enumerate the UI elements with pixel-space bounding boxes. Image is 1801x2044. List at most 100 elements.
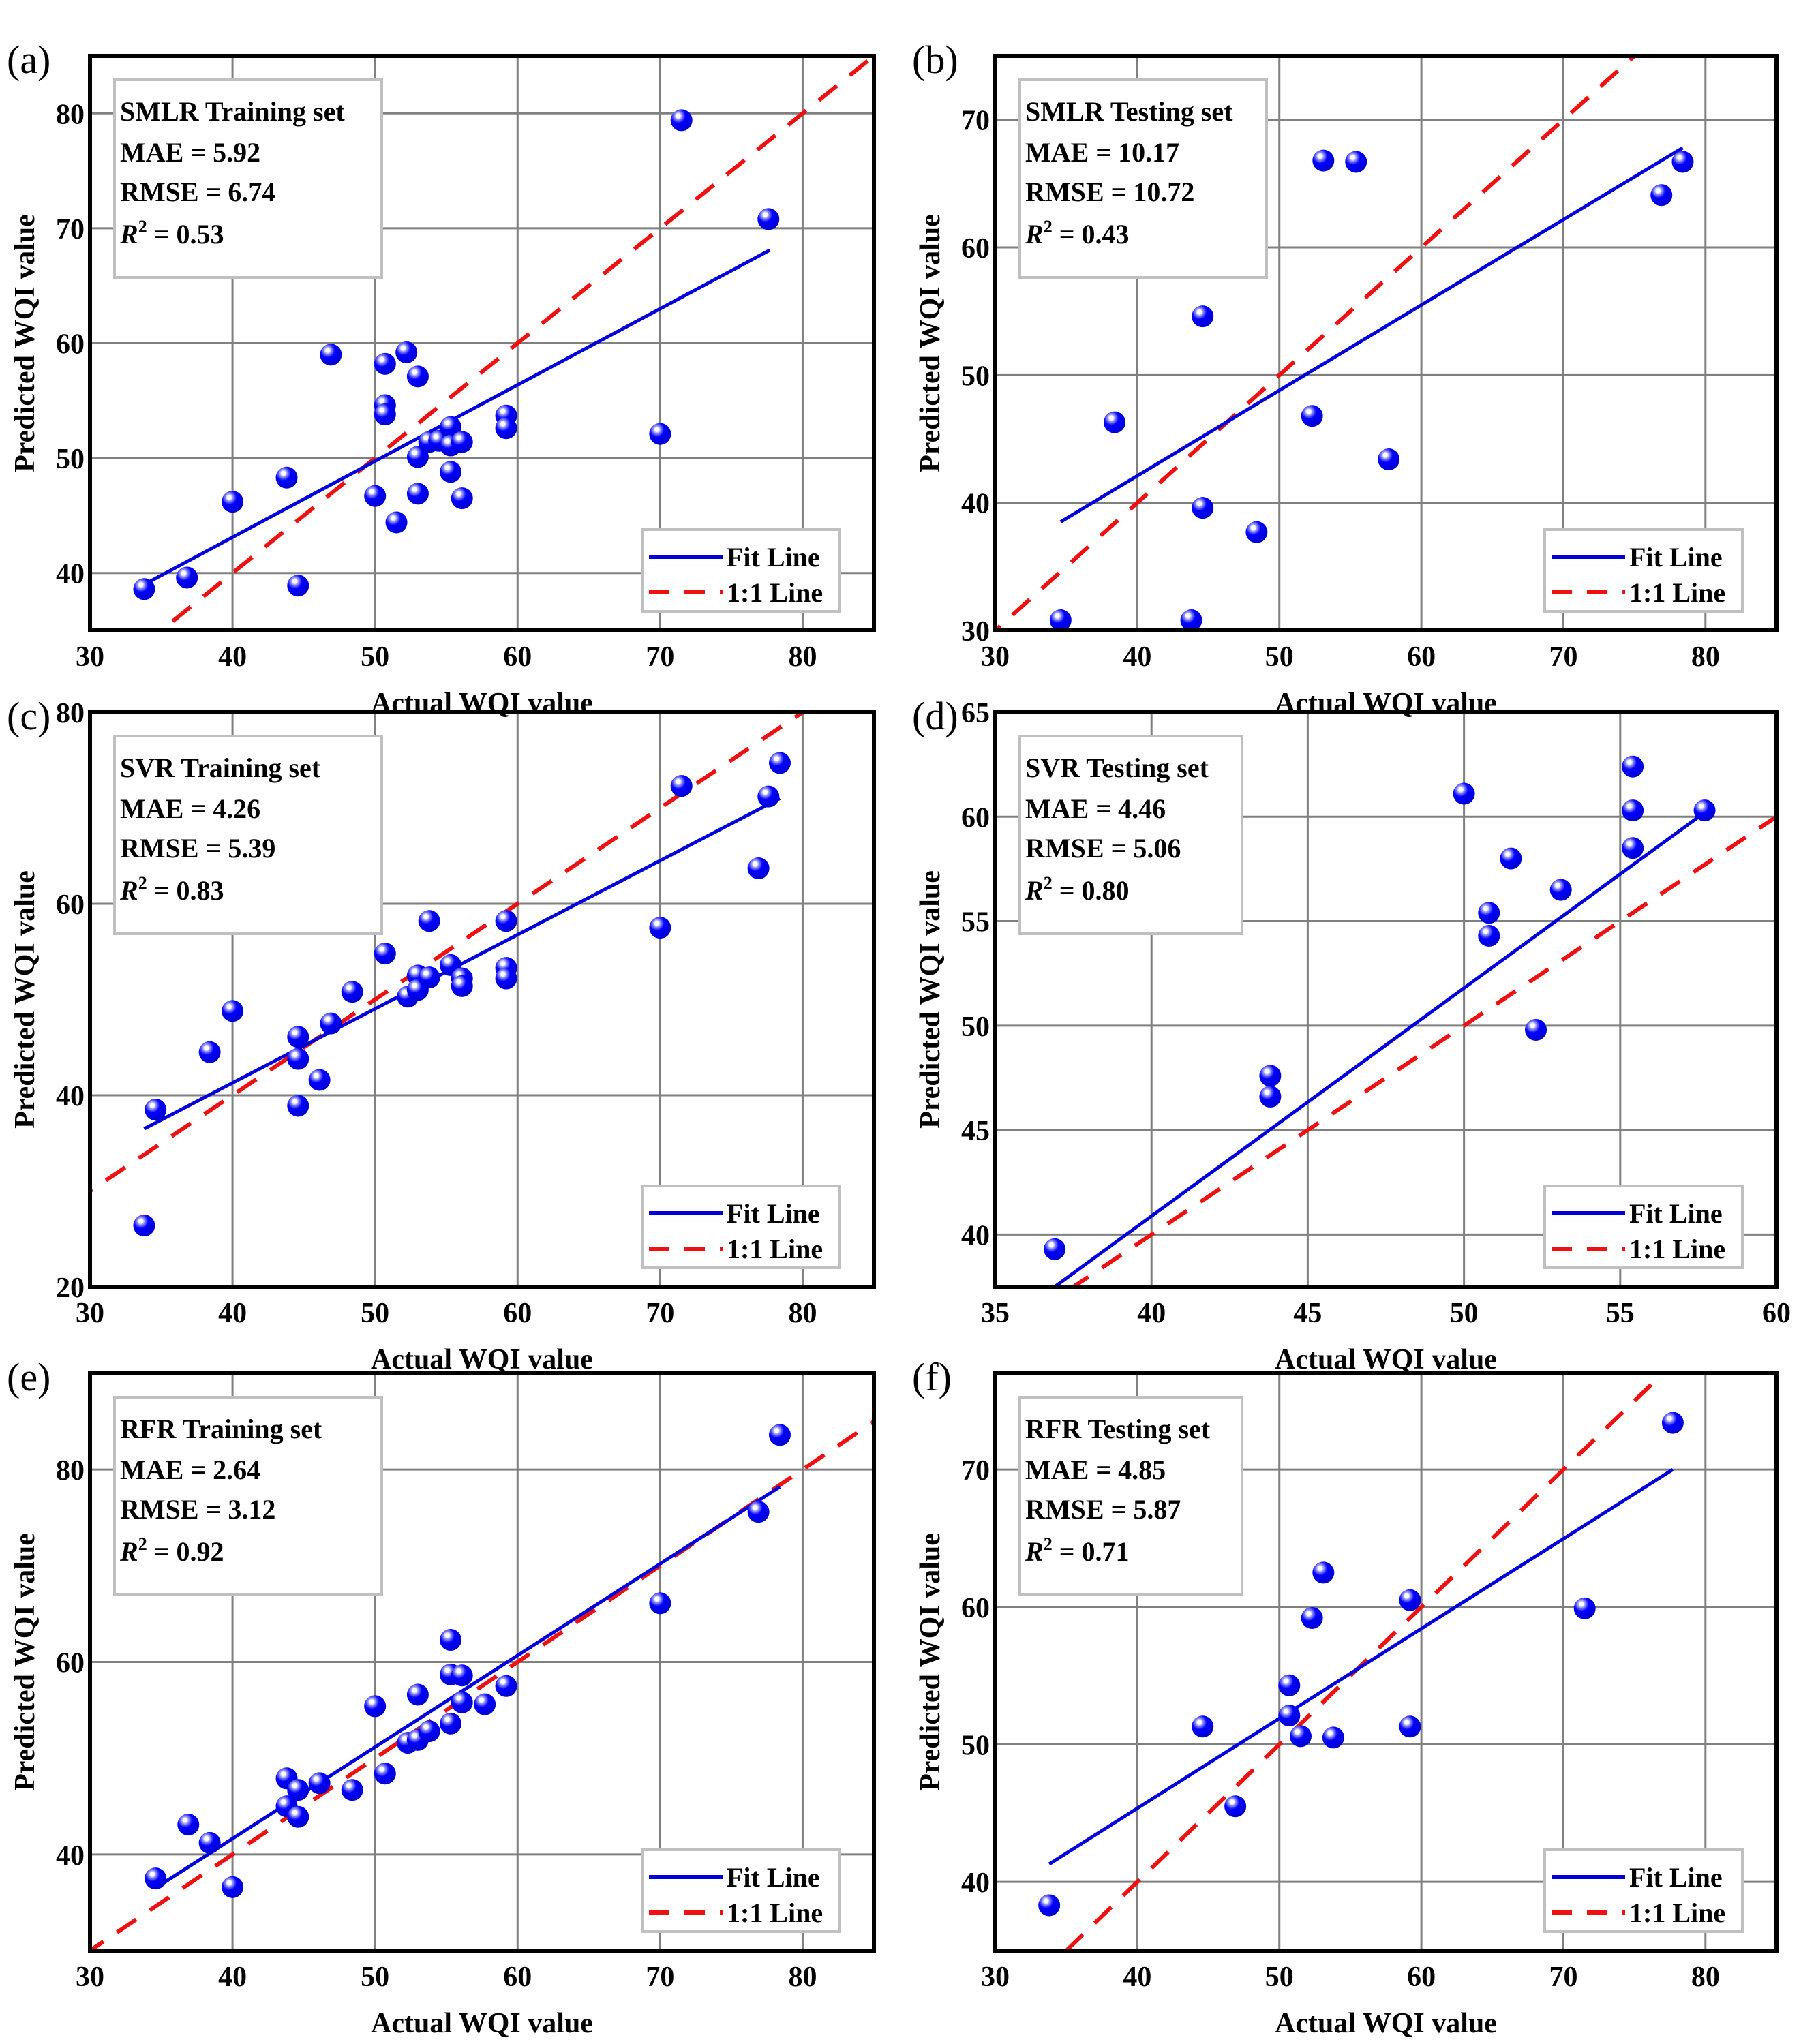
x-tick-label: 50: [1450, 1298, 1479, 1329]
stats-box: [1018, 735, 1243, 935]
x-tick-label: 80: [1691, 1962, 1720, 1993]
x-tick-label: 70: [646, 1962, 674, 1993]
data-point: [1289, 1725, 1312, 1748]
data-point: [495, 1675, 517, 1697]
stats-r2: R2 = 0.53: [119, 217, 224, 249]
x-tick-label: 40: [218, 1298, 247, 1329]
data-point: [1345, 151, 1367, 173]
data-point: [1192, 305, 1214, 328]
one-to-one-line: [157, 56, 874, 630]
x-tick-label: 45: [1293, 1298, 1322, 1329]
data-point: [287, 1048, 309, 1070]
data-point: [177, 1814, 200, 1836]
data-point: [1549, 879, 1572, 901]
data-point: [222, 491, 244, 513]
x-tick-label: 40: [1123, 1962, 1151, 1993]
x-axis-label: Actual WQI value: [1275, 2008, 1497, 2039]
one-to-one-line: [90, 1418, 874, 1951]
legend: Fit Line 1:1 Line: [1543, 1848, 1744, 1933]
x-tick-label: 70: [646, 1298, 674, 1329]
plot-area: [995, 56, 1694, 630]
x-tick-label: 40: [218, 1962, 247, 1993]
legend-one-to-one-label: 1:1 Line: [1629, 1897, 1725, 1928]
plot-area: [133, 56, 874, 630]
stats-rmse: RMSE = 10.72: [1025, 177, 1194, 207]
legend-fit-label: Fit Line: [1629, 542, 1723, 573]
data-point: [176, 566, 198, 589]
data-point: [769, 752, 791, 774]
y-tick-label: 60: [961, 1593, 990, 1624]
x-tick-label: 30: [76, 641, 104, 673]
x-tick-label: 80: [788, 1298, 817, 1329]
x-tick-label: 70: [646, 641, 674, 673]
data-point: [364, 1695, 387, 1718]
y-tick-label: 40: [56, 1840, 85, 1872]
y-tick-label: 80: [56, 698, 85, 729]
y-tick-label: 40: [56, 559, 85, 590]
plot-area: [1038, 1373, 1684, 1951]
data-point: [287, 1779, 309, 1801]
y-tick-label: 45: [961, 1116, 990, 1147]
data-point: [418, 910, 440, 932]
x-tick-label: 50: [361, 1962, 389, 1993]
data-point: [1478, 925, 1500, 947]
one-to-one-line: [995, 56, 1638, 630]
data-point: [1500, 847, 1522, 870]
fit-line: [1053, 811, 1706, 1287]
stats-title: RFR Training set: [120, 1414, 322, 1444]
fit-line: [1059, 146, 1684, 523]
data-point: [1049, 609, 1072, 630]
panel-f: (f) 30 40 50 60 70 80 40 50 60 70 Actual WQI value P…: [912, 1355, 1779, 2039]
data-point: [474, 1693, 496, 1715]
fit-line: [143, 248, 771, 586]
legend: Fit Line 1:1 Line: [1543, 528, 1744, 613]
stats-mae: MAE = 4.46: [1025, 793, 1166, 824]
x-axis-label: Actual WQI value: [1275, 1344, 1497, 1375]
legend-fit-label: Fit Line: [727, 1198, 820, 1229]
data-point: [1104, 411, 1126, 433]
panel-label: (f): [912, 1355, 952, 1399]
stats-box: [113, 78, 383, 279]
x-axis-label: Actual WQI value: [371, 688, 593, 719]
data-point: [320, 344, 342, 366]
data-point: [1180, 609, 1202, 630]
data-point: [1259, 1086, 1282, 1108]
data-point: [320, 1012, 342, 1035]
data-point: [395, 341, 418, 363]
y-tick-label: 40: [56, 1081, 85, 1112]
data-point: [1192, 497, 1214, 519]
legend-box: [641, 1848, 841, 1933]
data-point: [495, 417, 517, 440]
fit-line: [1048, 1468, 1674, 1866]
plot-frame: [88, 1371, 876, 1953]
stats-r2: R2 = 0.71: [1025, 1534, 1129, 1567]
data-point: [649, 423, 671, 445]
x-tick-label: 50: [361, 641, 389, 673]
fit-line: [143, 797, 781, 1131]
legend-fit-label: Fit Line: [1629, 1862, 1723, 1893]
y-tick-label: 60: [961, 802, 990, 834]
stats-rmse: RMSE = 5.39: [120, 833, 275, 864]
y-tick-label: 60: [56, 1648, 85, 1679]
x-tick-label: 70: [1549, 1962, 1577, 1993]
legend: Fit Line 1:1 Line: [641, 528, 841, 613]
plot-area: [90, 1418, 874, 1951]
data-point: [275, 466, 298, 489]
y-tick-label: 50: [56, 444, 85, 475]
y-tick-label: 65: [961, 698, 990, 729]
data-point: [747, 1501, 770, 1523]
data-point: [1693, 799, 1716, 822]
legend-fit-label: Fit Line: [727, 1862, 820, 1893]
x-tick-label: 70: [1549, 641, 1577, 673]
stats-mae: MAE = 4.26: [120, 793, 260, 824]
legend-box: [641, 1185, 841, 1269]
y-tick-label: 70: [961, 1455, 990, 1486]
stats-rmse: RMSE = 5.06: [1025, 833, 1181, 864]
data-point: [1573, 1597, 1596, 1619]
stats-rmse: RMSE = 3.12: [120, 1494, 275, 1525]
data-point: [1661, 1412, 1684, 1434]
data-point: [1278, 1705, 1301, 1727]
panel-e: (e) 30 40 50 60 70 80 40 60 80 Actual WQI value Pre…: [7, 1355, 876, 2039]
stats-box: [1018, 1396, 1243, 1596]
